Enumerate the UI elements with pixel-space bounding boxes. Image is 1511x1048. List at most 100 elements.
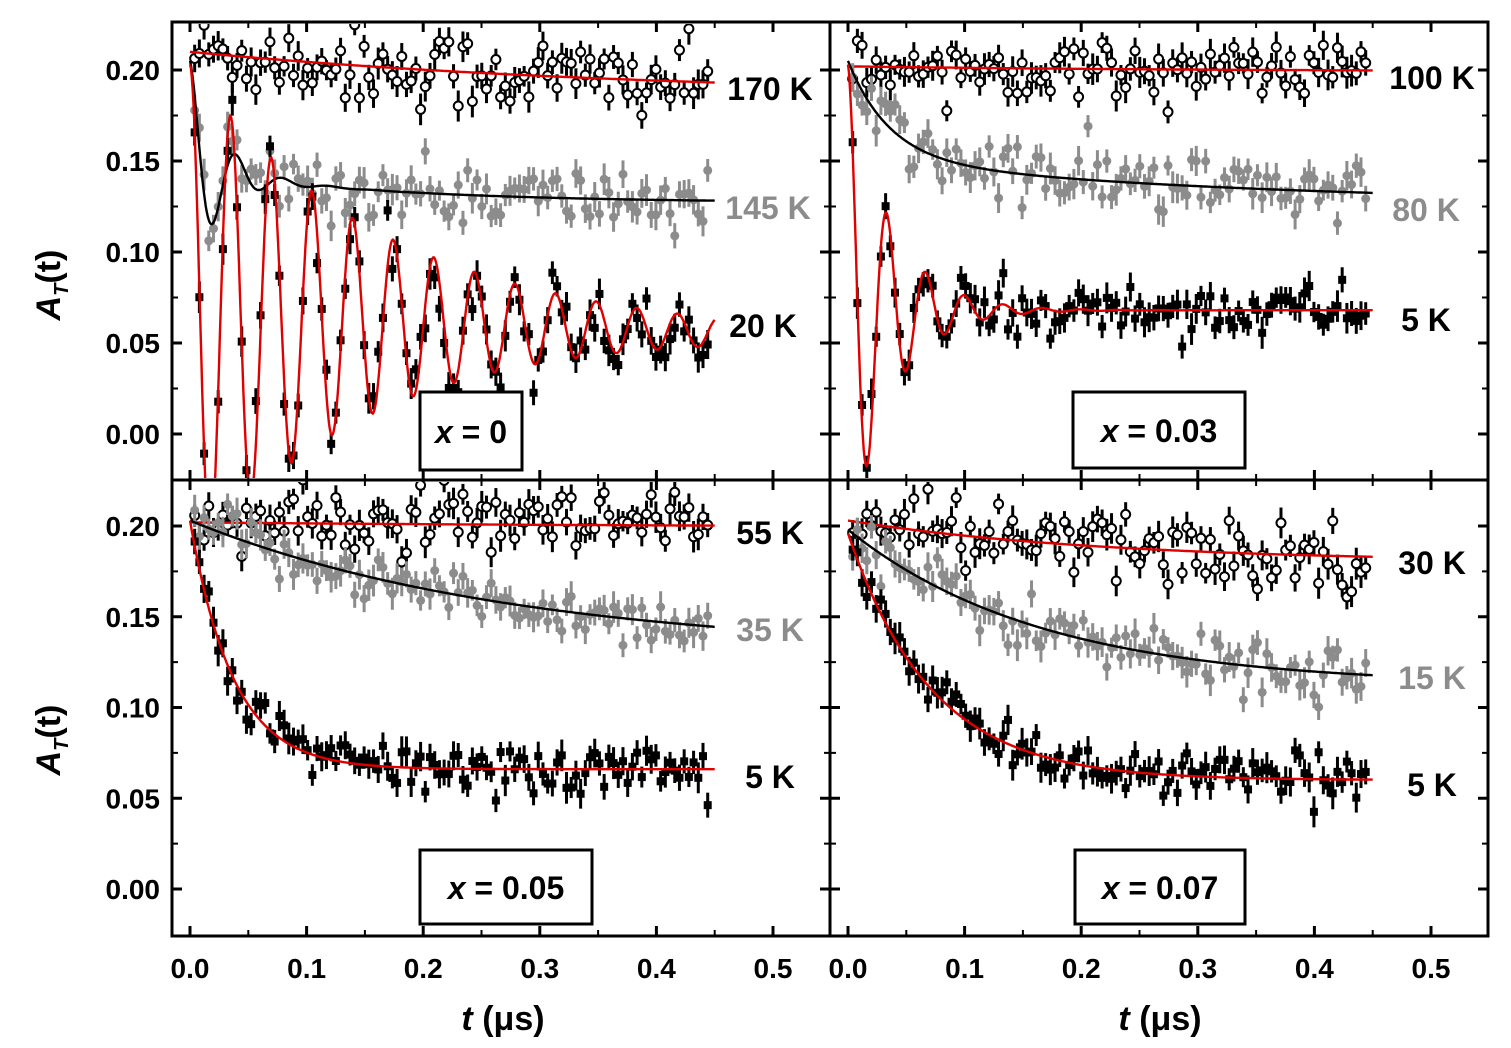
data-point [862, 556, 872, 566]
data-point [656, 345, 665, 354]
data-point [1305, 281, 1314, 290]
data-point [1257, 687, 1267, 697]
data-point [964, 520, 976, 532]
data-point [1102, 771, 1111, 780]
data-point [618, 757, 627, 766]
data-point [1036, 153, 1046, 163]
data-point [520, 327, 529, 336]
data-point [961, 711, 970, 720]
data-point [1096, 517, 1108, 529]
data-point [538, 180, 548, 190]
data-point [538, 598, 548, 608]
series-label: 170 K [727, 71, 812, 107]
data-point [622, 89, 634, 101]
series-label: 5 K [745, 759, 795, 795]
data-point [203, 500, 215, 512]
data-point [482, 763, 491, 772]
data-point [1223, 515, 1235, 527]
data-point [327, 744, 336, 753]
panel-title-value: = 0.03 [1119, 413, 1218, 449]
data-point [529, 388, 538, 397]
data-point [1356, 311, 1365, 320]
data-point [693, 209, 703, 219]
series-label: 20 K [729, 308, 797, 344]
data-point [1262, 310, 1271, 319]
data-point [1242, 549, 1254, 561]
data-point [1215, 190, 1225, 200]
data-point [1002, 526, 1014, 538]
data-point [651, 210, 661, 220]
data-point [593, 67, 605, 79]
data-point [411, 759, 420, 768]
data-point [632, 633, 642, 643]
data-point [909, 162, 919, 172]
data-point [645, 489, 657, 501]
data-point [1054, 550, 1066, 562]
data-point [1352, 793, 1361, 802]
data-point [509, 532, 521, 544]
data-point [599, 605, 609, 615]
data-point [453, 180, 463, 190]
data-point [1327, 515, 1339, 527]
data-point [1253, 768, 1262, 777]
data-point [895, 633, 904, 642]
data-point [1182, 190, 1192, 200]
data-point [278, 60, 290, 72]
data-point [862, 107, 872, 117]
data-point [675, 773, 684, 782]
data-point [1276, 787, 1285, 796]
data-point [1332, 645, 1342, 655]
data-point [1200, 567, 1212, 579]
data-point [598, 487, 610, 499]
data-point [636, 109, 648, 121]
y-tick-label: 0.15 [106, 602, 161, 633]
data-point [1262, 172, 1272, 182]
data-point [1347, 180, 1357, 190]
data-point [698, 631, 708, 641]
data-point [1116, 652, 1126, 662]
data-point [1196, 192, 1206, 202]
data-point [684, 772, 693, 781]
data-point [1121, 164, 1131, 174]
data-point [642, 620, 652, 630]
data-point [955, 542, 967, 554]
fit-line [188, 520, 715, 771]
data-point [359, 594, 369, 604]
data-point [320, 519, 332, 531]
data-point [218, 639, 227, 648]
data-point [1162, 106, 1174, 118]
data-point [980, 298, 989, 307]
y-tick-label: 0.15 [106, 146, 161, 177]
data-point [965, 173, 975, 183]
data-point [335, 45, 347, 57]
series-label: 5 K [1401, 302, 1451, 338]
data-point [960, 565, 972, 577]
data-point [524, 330, 533, 339]
data-point [250, 84, 262, 96]
data-point [1178, 342, 1187, 351]
data-point [363, 71, 375, 83]
data-point [552, 615, 562, 625]
data-point [557, 751, 566, 760]
data-point [1140, 318, 1149, 327]
data-point [1060, 313, 1069, 322]
data-point [631, 512, 643, 524]
data-point [628, 299, 637, 308]
data-point [265, 538, 275, 548]
fit-line [846, 64, 1373, 469]
data-point [246, 517, 256, 527]
data-point [1013, 332, 1022, 341]
data-point [923, 276, 932, 285]
series-35-k [189, 493, 715, 658]
data-point [440, 768, 449, 777]
data-point [501, 776, 510, 785]
data-point [637, 603, 647, 613]
data-point [1300, 769, 1309, 778]
data-point [1234, 166, 1244, 176]
panel-title-var: x [433, 414, 454, 450]
data-point [947, 579, 957, 589]
data-point [433, 508, 445, 520]
data-point [618, 169, 628, 179]
data-point [1051, 763, 1060, 772]
x-tick-label: 0.5 [1412, 953, 1451, 984]
